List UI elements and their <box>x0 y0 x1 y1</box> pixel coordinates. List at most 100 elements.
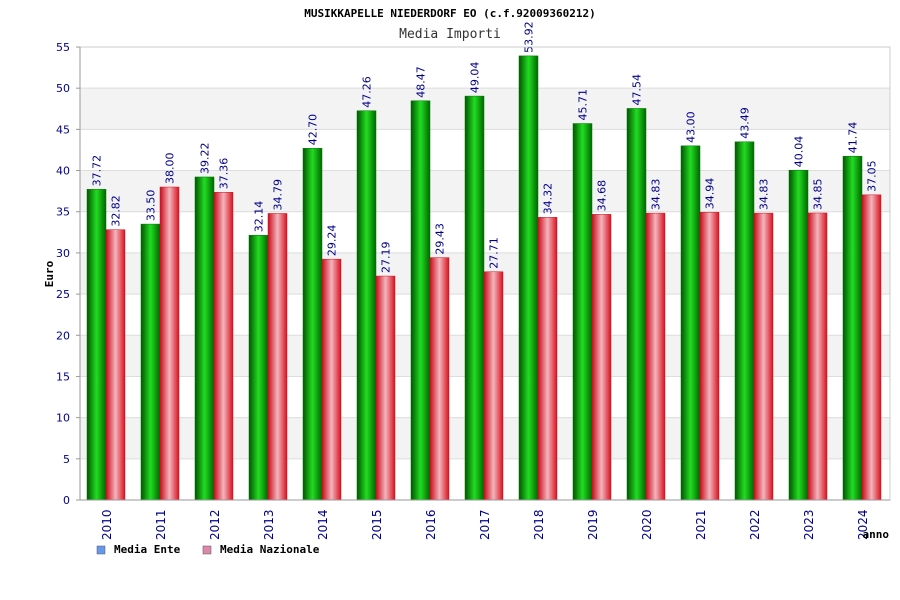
bar-media-nazionale <box>699 211 720 501</box>
x-axis-label: anno <box>863 528 890 541</box>
data-label-media-ente: 53.92 <box>523 21 536 53</box>
bar-media-ente <box>788 169 809 501</box>
legend: Media Ente Media Nazionale <box>96 543 320 556</box>
bar-media-ente <box>680 145 701 501</box>
bar-media-nazionale <box>429 257 450 501</box>
legend-swatch-media-nazionale <box>202 545 212 555</box>
data-label-media-nazionale: 32.82 <box>110 195 123 227</box>
data-label-media-nazionale: 34.94 <box>704 178 717 210</box>
y-tick-label: 40 <box>56 165 70 178</box>
x-tick-label: 2016 <box>424 509 438 540</box>
x-tick-label: 2023 <box>802 509 816 540</box>
bar-media-nazionale <box>321 258 342 501</box>
bar-media-ente <box>356 110 377 501</box>
data-label-media-nazionale: 38.00 <box>164 153 177 185</box>
bar-media-nazionale <box>645 212 666 501</box>
y-axis-label: Euro <box>43 260 56 287</box>
data-label-media-nazionale: 27.71 <box>488 237 501 269</box>
data-label-media-nazionale: 37.05 <box>866 160 879 192</box>
bar-media-nazionale <box>537 217 558 501</box>
x-tick-label: 2010 <box>100 509 114 540</box>
bar-media-ente <box>410 100 431 501</box>
chart-subtitle: Media Importi <box>399 27 501 42</box>
data-label-media-nazionale: 34.79 <box>272 179 285 211</box>
data-label-media-nazionale: 29.24 <box>326 225 339 257</box>
bar-media-nazionale <box>753 212 774 501</box>
x-tick-label: 2015 <box>370 509 384 540</box>
x-tick-label: 2011 <box>154 509 168 540</box>
data-label-media-ente: 48.47 <box>415 66 428 98</box>
y-tick-label: 5 <box>63 453 70 466</box>
x-tick-label: 2022 <box>748 509 762 540</box>
legend-label-media-ente: Media Ente <box>114 543 181 556</box>
x-tick-label: 2019 <box>586 509 600 540</box>
y-tick-label: 50 <box>56 82 70 95</box>
bar-media-ente <box>194 176 215 501</box>
bar-media-nazionale <box>807 212 828 501</box>
data-label-media-ente: 33.50 <box>145 190 158 222</box>
x-tick-label: 2020 <box>640 509 654 540</box>
bar-media-nazionale <box>375 275 396 501</box>
y-tick-label: 15 <box>56 370 70 383</box>
data-label-media-nazionale: 34.85 <box>812 178 825 210</box>
legend-swatch-media-ente <box>96 545 106 555</box>
x-tick-label: 2024 <box>856 509 870 540</box>
bar-media-nazionale <box>105 229 126 501</box>
data-label-media-nazionale: 34.32 <box>542 183 555 215</box>
x-tick-label: 2012 <box>208 509 222 540</box>
bar-media-ente <box>248 235 269 501</box>
data-label-media-ente: 45.71 <box>577 89 590 121</box>
y-tick-label: 10 <box>56 412 70 425</box>
data-label-media-nazionale: 29.43 <box>434 223 447 255</box>
x-tick-label: 2013 <box>262 509 276 540</box>
data-label-media-ente: 47.26 <box>361 76 374 108</box>
data-label-media-nazionale: 34.83 <box>758 179 771 211</box>
data-label-media-ente: 43.49 <box>739 107 752 139</box>
bar-media-nazionale <box>591 214 612 501</box>
bar-media-nazionale <box>267 213 288 501</box>
bar-media-ente <box>140 223 161 501</box>
bar-media-nazionale <box>213 192 234 501</box>
data-labels: 37.72 32.82 33.50 38.00 39.22 37.36 32.14 34.79… <box>91 21 879 273</box>
x-tick-label: 2014 <box>316 509 330 540</box>
data-label-media-ente: 42.70 <box>307 114 320 146</box>
bar-media-ente <box>572 123 593 501</box>
y-axis-ticks: 0 5 10 15 20 25 30 35 40 45 50 55 <box>56 41 80 507</box>
data-label-media-nazionale: 34.83 <box>650 179 663 211</box>
grid-band <box>80 88 890 130</box>
bar-media-ente <box>842 155 863 501</box>
data-label-media-ente: 49.04 <box>469 62 482 94</box>
y-tick-label: 55 <box>56 41 70 54</box>
x-axis-ticks: 2010 2011 2012 2013 2014 2015 2016 2017 2018 2019… <box>100 509 870 540</box>
bars <box>86 55 882 501</box>
data-label-media-ente: 41.74 <box>847 122 860 154</box>
bar-media-ente <box>86 189 107 501</box>
legend-label-media-nazionale: Media Nazionale <box>220 543 320 556</box>
bar-media-ente <box>734 141 755 501</box>
bar-media-ente <box>626 108 647 501</box>
y-tick-label: 0 <box>63 494 70 507</box>
y-tick-label: 25 <box>56 288 70 301</box>
data-label-media-ente: 32.14 <box>253 201 266 233</box>
bar-media-ente <box>464 95 485 501</box>
bar-media-ente <box>302 148 323 501</box>
data-label-media-ente: 47.54 <box>631 74 644 106</box>
data-label-media-ente: 43.00 <box>685 111 698 143</box>
x-tick-label: 2018 <box>532 509 546 540</box>
bar-media-nazionale <box>159 186 180 501</box>
x-tick-label: 2021 <box>694 509 708 540</box>
data-label-media-nazionale: 34.68 <box>596 180 609 212</box>
y-tick-label: 35 <box>56 206 70 219</box>
data-label-media-ente: 37.72 <box>91 155 104 187</box>
data-label-media-nazionale: 37.36 <box>218 158 231 190</box>
y-tick-label: 45 <box>56 123 70 136</box>
bar-media-nazionale <box>861 194 882 501</box>
chart-title: MUSIKKAPELLE NIEDERDORF EO (c.f.92009360… <box>304 7 595 20</box>
bar-media-nazionale <box>483 271 504 501</box>
data-label-media-ente: 39.22 <box>199 142 212 174</box>
y-tick-label: 30 <box>56 247 70 260</box>
y-tick-label: 20 <box>56 329 70 342</box>
data-label-media-nazionale: 27.19 <box>380 242 393 274</box>
data-label-media-ente: 40.04 <box>793 136 806 168</box>
